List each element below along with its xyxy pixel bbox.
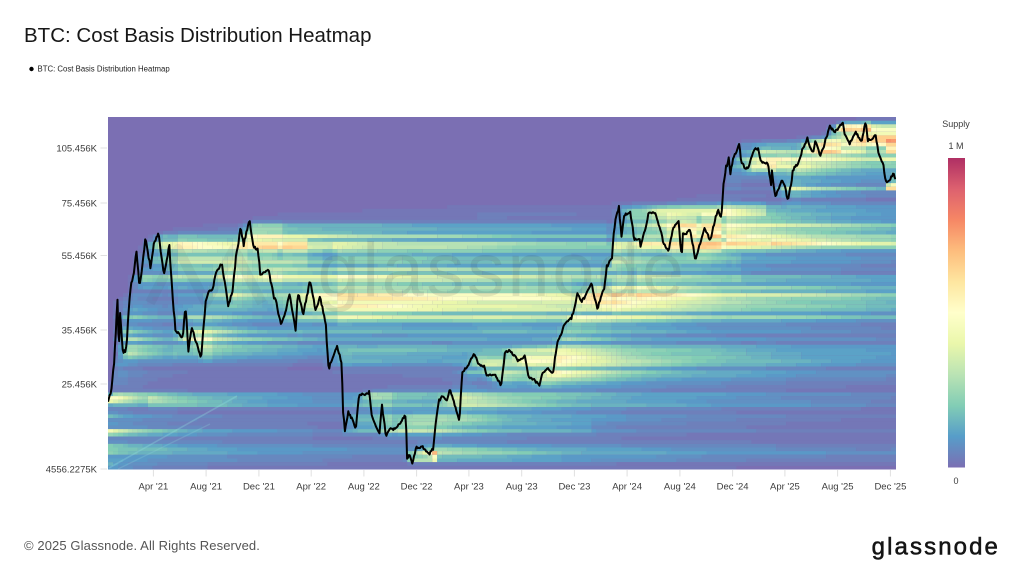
svg-text:1 M: 1 M [948, 141, 963, 151]
svg-text:Aug '22: Aug '22 [348, 482, 380, 493]
svg-text:Dec '22: Dec '22 [401, 482, 433, 493]
svg-text:Dec '24: Dec '24 [717, 482, 749, 493]
svg-text:Aug '21: Aug '21 [190, 482, 222, 493]
svg-text:Aug '24: Aug '24 [664, 482, 696, 493]
svg-text:Dec '25: Dec '25 [874, 482, 906, 493]
svg-text:105.456K: 105.456K [56, 144, 97, 155]
svg-text:0: 0 [953, 476, 958, 486]
svg-text:Apr '24: Apr '24 [612, 482, 642, 493]
svg-text:BTC: Cost Basis Distribution H: BTC: Cost Basis Distribution Heatmap [38, 65, 171, 74]
svg-text:Apr '25: Apr '25 [770, 482, 800, 493]
svg-text:glassnode: glassnode [872, 534, 1000, 561]
svg-text:Aug '23: Aug '23 [506, 482, 538, 493]
svg-text:Dec '21: Dec '21 [243, 482, 275, 493]
svg-text:© 2025 Glassnode. All Rights R: © 2025 Glassnode. All Rights Reserved. [24, 538, 260, 553]
svg-text:75.456K: 75.456K [62, 199, 98, 210]
svg-text:Aug '25: Aug '25 [822, 482, 854, 493]
svg-text:BTC: Cost Basis Distribution H: BTC: Cost Basis Distribution Heatmap [24, 24, 371, 47]
svg-text:Apr '21: Apr '21 [138, 482, 168, 493]
svg-text:Apr '23: Apr '23 [454, 482, 484, 493]
svg-text:4556.2275K: 4556.2275K [46, 465, 98, 476]
svg-text:Dec '23: Dec '23 [558, 482, 590, 493]
svg-text:Apr '22: Apr '22 [296, 482, 326, 493]
svg-text:25.456K: 25.456K [62, 380, 98, 391]
svg-text:Supply: Supply [942, 119, 970, 129]
svg-text:55.456K: 55.456K [62, 251, 98, 262]
svg-text:35.456K: 35.456K [62, 326, 98, 337]
svg-text:glassnode: glassnode [318, 228, 687, 313]
